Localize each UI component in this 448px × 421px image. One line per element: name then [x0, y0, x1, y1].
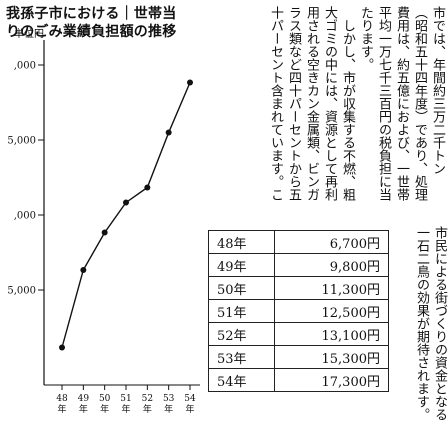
data-point — [165, 129, 172, 136]
data-point — [59, 344, 65, 351]
data-point — [187, 79, 193, 86]
x-tick-label: 49 — [78, 394, 90, 404]
y-tick-label: 5,000 — [7, 286, 36, 297]
year-cell: 51年 — [208, 299, 275, 323]
amount-cell: 17,300円 — [274, 368, 389, 392]
y-unit-label: 単位円 — [14, 27, 44, 40]
amount-cell: 15,300円 — [274, 345, 389, 369]
chart-title-line-2: りのごみ業績負担額の推移 — [6, 24, 177, 40]
chart-title: 我孫子市における｜世帯当 りのごみ業績負担額の推移 — [6, 5, 202, 41]
article-column-8: 用される空きカン金属類、ビンガ — [304, 6, 319, 201]
article-column-4: 平均一万七千三百円の税負担に当 — [376, 6, 391, 201]
year-cell: 54年 — [208, 368, 275, 392]
data-point — [101, 229, 108, 236]
year-cell: 50年 — [208, 276, 275, 300]
year-cell: 53年 — [208, 345, 275, 369]
article-column-6: しかし、市が収集する不燃、粗 — [340, 6, 355, 201]
article-tail-column-1: 市民による街づくりの資金となる — [432, 226, 447, 421]
y-tick-label: ,000 — [14, 61, 36, 72]
article-column-10: 十パーセント含まれています。こ — [268, 6, 283, 201]
amount-cell: 11,300円 — [274, 276, 389, 300]
x-tick-label: 51 — [120, 394, 131, 404]
table-row: 52年 13,100円 — [208, 322, 389, 346]
article-column-2: （昭和五十四年度）であり、処理 — [412, 6, 427, 201]
x-tick-label-unit: 年 — [79, 403, 88, 415]
article-column-5: たります。 — [358, 6, 373, 71]
table-row: 48年 6,700円 — [208, 230, 389, 254]
x-tick-label: 48 — [56, 394, 68, 404]
line-chart: 単位円,0005,000,0005,00048年49年50年51年52年53年5… — [7, 27, 200, 415]
article-tail-column-2: 一石二鳥の効果が期待されます。 — [414, 226, 429, 421]
article-column-3: 費用は、約五億におよび、一世帯 — [394, 6, 409, 201]
table-row: 51年 12,500円 — [208, 299, 389, 323]
x-tick-label-unit: 年 — [100, 403, 109, 415]
y-tick-label: 5,000 — [7, 136, 36, 147]
data-point — [123, 199, 129, 206]
x-tick-label-unit: 年 — [185, 403, 194, 415]
series-line — [61, 82, 191, 348]
x-tick-label-unit: 年 — [121, 403, 130, 415]
x-tick-label: 53 — [163, 394, 175, 404]
table-row: 54年 17,300円 — [208, 368, 389, 392]
year-cell: 52年 — [208, 322, 275, 346]
x-tick-label: 54 — [184, 394, 196, 404]
cost-table: 48年 6,700円 49年 9,800円 50年 11,300円 51年 12,500円 52… — [208, 230, 389, 392]
table-row: 53年 15,300円 — [208, 345, 389, 369]
year-cell: 49年 — [208, 253, 275, 277]
x-tick-label-unit: 年 — [57, 403, 66, 415]
data-point — [144, 184, 151, 191]
article-tail: 市民による街づくりの資金となる 一石二鳥の効果が期待されます。 — [410, 226, 448, 421]
x-tick-label-unit: 年 — [164, 403, 173, 415]
amount-cell: 6,700円 — [274, 230, 389, 254]
amount-cell: 9,800円 — [274, 253, 389, 277]
y-tick-label: ,000 — [14, 211, 36, 222]
article-column-9: ラス類など四十パーセントから五 — [286, 6, 301, 201]
data-point — [80, 267, 87, 273]
year-cell: 48年 — [208, 230, 275, 254]
table-row: 49年 9,800円 — [208, 253, 389, 277]
amount-cell: 13,100円 — [274, 322, 389, 346]
article-body: 市では、年間約三万二千トン （昭和五十四年度）であり、処理 費用は、約五億におよび、… — [208, 6, 446, 214]
x-tick-label: 50 — [99, 394, 111, 404]
table-row: 50年 11,300円 — [208, 276, 389, 300]
x-tick-label-unit: 年 — [143, 403, 152, 415]
article-column-1: 市では、年間約三万二千トン — [430, 6, 445, 175]
chart-title-line-1: 我孫子市における｜世帯当 — [6, 6, 177, 22]
x-tick-label: 52 — [142, 394, 153, 404]
amount-cell: 12,500円 — [274, 299, 389, 323]
article-column-7: 大ゴミの中には、資源として再利 — [322, 6, 337, 201]
